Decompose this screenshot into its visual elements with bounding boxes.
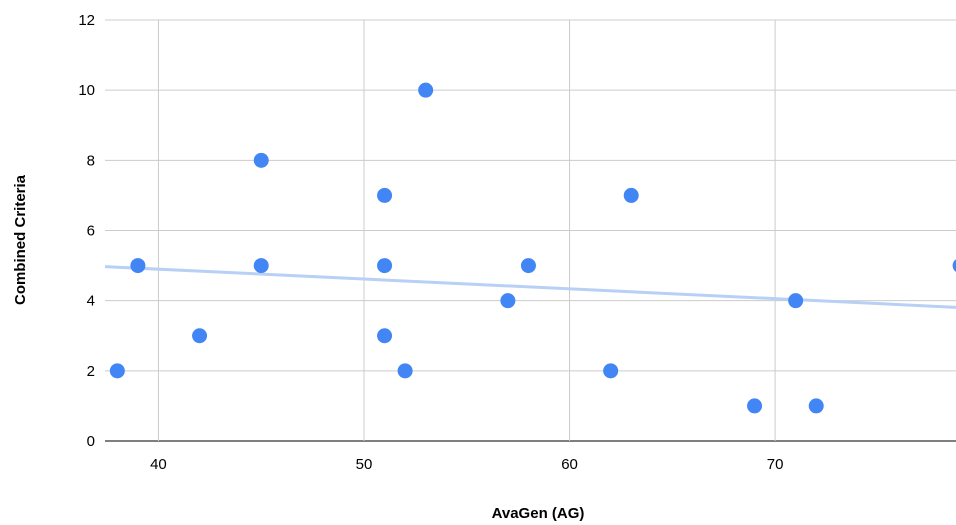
data-point — [418, 82, 434, 98]
y-tick-label: 10 — [78, 82, 95, 99]
y-tick-label: 12 — [78, 12, 95, 29]
x-axis-ticks: 40 50 60 70 — [150, 456, 783, 473]
data-point — [500, 293, 516, 309]
x-tick-label: 70 — [767, 456, 784, 473]
trendline-layer — [104, 265, 956, 309]
data-point — [377, 328, 393, 344]
x-axis-title: AvaGen (AG) — [492, 505, 585, 522]
data-point — [253, 258, 269, 274]
data-point — [952, 259, 956, 272]
grid-lines — [105, 19, 956, 442]
x-tick-label: 40 — [150, 456, 167, 473]
y-axis-title: Combined Criteria — [12, 174, 29, 305]
y-tick-label: 8 — [87, 152, 95, 169]
data-point — [747, 398, 763, 414]
data-point — [130, 258, 146, 274]
data-point — [192, 328, 208, 344]
data-point — [520, 258, 536, 274]
data-point — [109, 363, 125, 379]
y-axis-ticks: 0 2 4 6 8 10 12 — [78, 12, 95, 450]
data-point — [603, 363, 619, 379]
data-point — [808, 398, 824, 414]
data-point — [377, 187, 393, 203]
x-tick-label: 60 — [561, 456, 578, 473]
trendline — [104, 265, 956, 309]
y-tick-label: 4 — [87, 293, 95, 310]
y-tick-label: 0 — [87, 433, 95, 450]
data-point — [788, 293, 804, 309]
y-tick-label: 2 — [87, 363, 95, 380]
x-tick-label: 50 — [356, 456, 373, 473]
y-tick-label: 6 — [87, 223, 95, 240]
data-point — [623, 187, 639, 203]
data-point — [253, 152, 269, 168]
data-points — [109, 82, 956, 414]
data-point — [377, 258, 393, 274]
data-point — [397, 363, 413, 379]
